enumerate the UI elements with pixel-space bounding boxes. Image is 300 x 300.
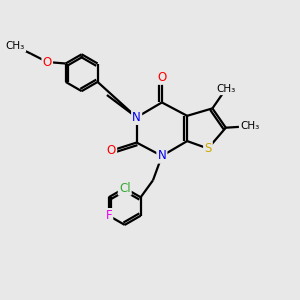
Text: O: O — [157, 71, 167, 84]
Text: CH₃: CH₃ — [6, 41, 25, 51]
Text: O: O — [107, 144, 116, 157]
Text: N: N — [158, 149, 166, 162]
Text: S: S — [204, 142, 211, 155]
Text: CH₃: CH₃ — [216, 84, 236, 94]
Text: O: O — [43, 56, 52, 68]
Text: N: N — [132, 111, 141, 124]
Text: Cl: Cl — [119, 182, 130, 194]
Text: F: F — [106, 209, 112, 222]
Text: CH₃: CH₃ — [240, 121, 259, 131]
